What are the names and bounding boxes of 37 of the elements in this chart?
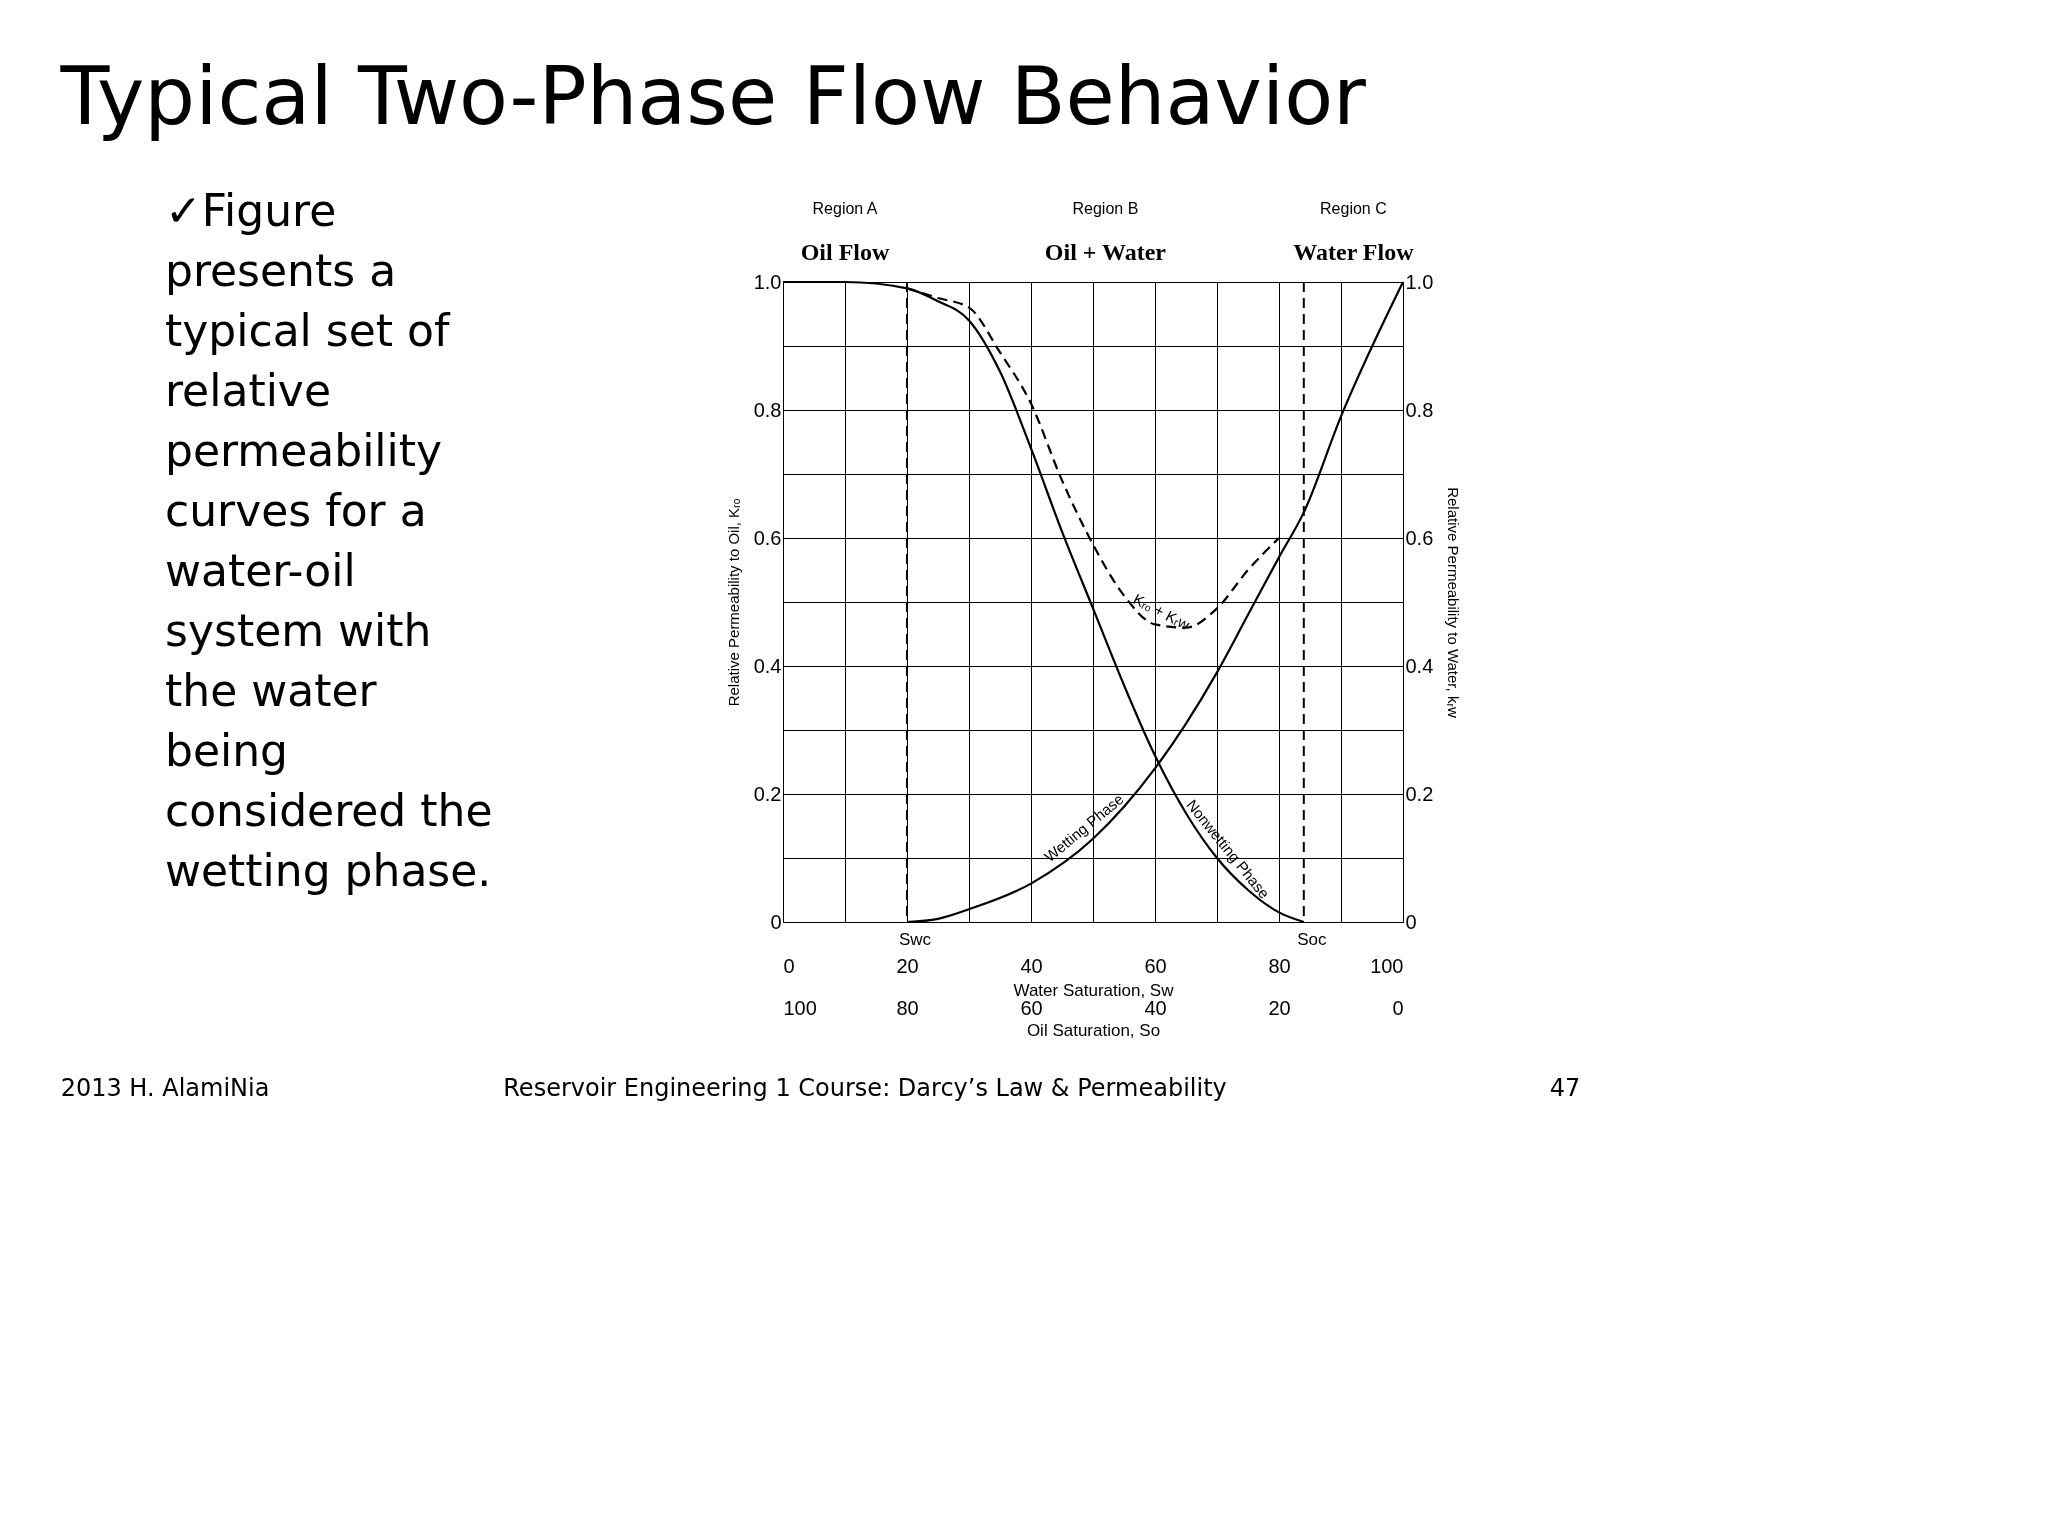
y2-tick-label: 0.4 — [1405, 654, 1434, 677]
y2-tick-label: 0.8 — [1405, 398, 1434, 421]
text: Oil Flow — [800, 239, 890, 265]
y-tick-label: 0.6 — [753, 526, 782, 549]
y2-axis-title: Relative Permeability to Water, kᵣw — [1445, 487, 1463, 718]
x-tick-label: 20 — [896, 954, 919, 977]
x2-tick-label: 0 — [1392, 996, 1404, 1019]
y2-tick-label: 0.2 — [1405, 782, 1434, 805]
y-tick-label: 0.8 — [753, 398, 782, 421]
text: 2013 H. AlamiNia — [60, 1074, 270, 1102]
text: 47 — [1549, 1074, 1581, 1102]
chart-title: Typical Two-Phase Flow Behavior — [59, 50, 1367, 143]
x-tick-label: 40 — [1020, 954, 1043, 977]
x-tick-label: 60 — [1144, 954, 1167, 977]
x-tick-label: 100 — [1370, 954, 1404, 977]
text: Reservoir Engineering 1 Course: Darcy’s Law & Permeability — [503, 1074, 1227, 1102]
y-tick-label: 0.2 — [753, 782, 782, 805]
text: Oil + Water — [1044, 239, 1167, 265]
y2-tick-label: 0.6 — [1405, 526, 1434, 549]
text: Region A — [812, 200, 878, 217]
y2-tick-label: 0 — [1405, 910, 1417, 933]
y-axis-title: Relative Permeability to Oil, Kᵣₒ — [724, 498, 742, 707]
y-tick-label: 0.4 — [753, 654, 782, 677]
y2-tick-label: 1.0 — [1405, 270, 1434, 293]
x2-tick-label: 20 — [1268, 996, 1291, 1019]
text: ✓Figure presents a typical set of relative permeability curves for a water-oil system with the water being considered the wetting phase. — [165, 185, 493, 896]
y-tick-label: 1.0 — [753, 270, 782, 293]
y-tick-label: 0 — [770, 910, 782, 933]
ref-line-label: Swc — [898, 930, 932, 949]
x2-tick-label: 80 — [896, 996, 919, 1019]
ref-line-label: Soc — [1297, 930, 1327, 949]
text: Region C — [1320, 200, 1387, 217]
text: Water Flow — [1293, 239, 1415, 265]
x2-axis-title: Oil Saturation, So — [1026, 1020, 1161, 1040]
x-tick-label: 80 — [1268, 954, 1291, 977]
text: Region B — [1072, 200, 1139, 217]
x2-tick-label: 100 — [783, 996, 817, 1019]
